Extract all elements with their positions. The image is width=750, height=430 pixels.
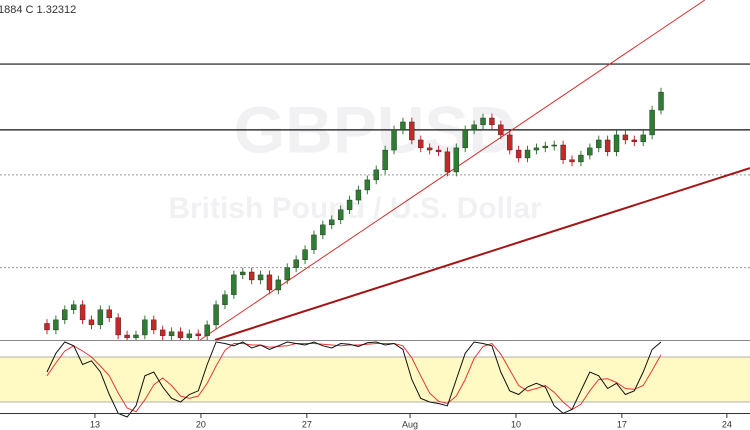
candle-body (382, 149, 388, 171)
candle-body (106, 309, 112, 318)
candle-body (542, 145, 549, 149)
candle-body (391, 129, 397, 151)
candle-body (320, 224, 326, 236)
candle-body (640, 134, 646, 142)
candle-body (551, 144, 557, 147)
stoch-line (46, 341, 662, 418)
x-tick-label: Aug (402, 419, 418, 429)
price-pane (0, 0, 750, 340)
candle-body (596, 139, 602, 149)
candle-body (177, 331, 184, 339)
candle-body (44, 323, 50, 331)
x-tick-label: 17 (617, 419, 627, 429)
candle-body (231, 274, 237, 295)
candle-body (524, 149, 531, 159)
candle-body (515, 149, 522, 159)
x-tick-label: 20 (196, 419, 206, 429)
candle-body (444, 151, 451, 173)
candle-body (151, 319, 157, 331)
candle-body (88, 319, 95, 326)
candle-body (587, 147, 593, 156)
candle-body (186, 333, 193, 339)
candle-body (426, 147, 433, 151)
candle-body (142, 319, 148, 336)
candle-body (453, 147, 460, 173)
candle-body (213, 304, 219, 326)
candle-body (346, 199, 353, 210)
candle-body (533, 147, 540, 151)
x-tick-label: 13 (90, 419, 100, 429)
x-tick-label: 10 (511, 419, 521, 429)
candle-body (133, 334, 139, 339)
candle-body (364, 179, 371, 191)
candle-body (400, 121, 406, 131)
candle-body (409, 121, 415, 141)
candle-body (355, 189, 362, 201)
candle-body (275, 279, 282, 291)
header: 1884 C 1.32312 (0, 4, 76, 16)
candle-body (222, 294, 228, 305)
candle-body (622, 134, 629, 141)
candle-body (435, 149, 442, 153)
x-tick-label: 24 (722, 419, 732, 429)
candle-body (204, 324, 210, 336)
candle-body (240, 271, 246, 276)
candle-body (578, 154, 584, 163)
candle-body (159, 329, 166, 336)
candle-body (97, 309, 104, 326)
candle-body (62, 309, 68, 321)
watermark-subtitle: British Pound / U.S. Dollar (168, 192, 542, 225)
candle-body (329, 219, 335, 226)
candle-body (311, 234, 317, 250)
candle-body (293, 259, 299, 268)
candle-body (498, 124, 504, 136)
candle-body (337, 209, 344, 221)
candle-body (462, 129, 468, 149)
candle-body (302, 249, 308, 260)
candle-body (604, 139, 611, 153)
candle-body (248, 271, 255, 281)
overbought-band (0, 357, 750, 402)
candle-body (613, 134, 620, 153)
candle-body (560, 144, 566, 160)
candle-body (168, 331, 175, 336)
candle-body (257, 274, 264, 281)
candle-body (284, 267, 290, 281)
candle-body (195, 333, 201, 336)
candle-body (266, 274, 273, 291)
trend-line (214, 167, 750, 340)
candle-body (569, 159, 575, 163)
candle-body (631, 139, 638, 142)
candle-body (53, 319, 59, 331)
candle-body (649, 109, 655, 136)
candle-body (658, 91, 664, 111)
candle-body (471, 124, 477, 131)
candle-body (79, 304, 86, 321)
x-tick-label: 27 (302, 419, 312, 429)
candle-body (124, 334, 130, 339)
candle-body (115, 317, 121, 336)
candle-body (70, 304, 77, 310)
candle-body (507, 134, 513, 151)
candle-body (480, 117, 486, 126)
candle-body (489, 117, 495, 126)
candle-body (418, 139, 424, 149)
trend-line (199, 0, 706, 340)
candle-body (373, 169, 379, 181)
